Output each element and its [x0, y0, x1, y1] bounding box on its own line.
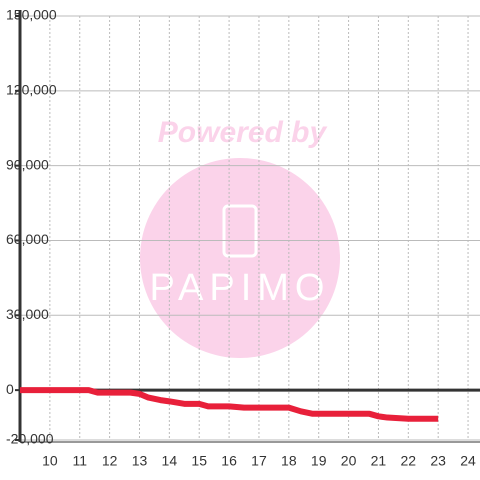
y-tick-label: 30,000	[6, 306, 49, 322]
y-tick-label: 90,000	[6, 156, 49, 172]
x-tick-label: 21	[371, 453, 387, 469]
y-tick-label: -20,000	[6, 431, 54, 447]
x-tick-label: 24	[460, 453, 476, 469]
watermark-phone	[222, 204, 258, 258]
x-tick-label: 12	[102, 453, 118, 469]
x-tick-label: 17	[251, 453, 267, 469]
x-tick-label: 14	[162, 453, 178, 469]
x-tick-label: 13	[132, 453, 148, 469]
y-tick-label: 60,000	[6, 231, 49, 247]
x-tick-label: 15	[191, 453, 207, 469]
x-tick-label: 22	[401, 453, 417, 469]
x-tick-label: 20	[341, 453, 357, 469]
watermark-logo: PAPIMO	[150, 267, 331, 309]
x-tick-label: 16	[221, 453, 237, 469]
x-tick-label: 19	[311, 453, 327, 469]
watermark-text: Powered by	[158, 116, 328, 149]
x-tick-label: 10	[42, 453, 58, 469]
y-tick-label: 0	[6, 381, 14, 397]
y-tick-label: 150,000	[6, 7, 57, 23]
x-tick-label: 18	[281, 453, 297, 469]
x-tick-label: 23	[430, 453, 446, 469]
x-tick-label: 11	[72, 453, 87, 469]
watermark-circle	[140, 158, 340, 358]
y-tick-label: 120,000	[6, 82, 57, 98]
data-line	[20, 387, 439, 422]
